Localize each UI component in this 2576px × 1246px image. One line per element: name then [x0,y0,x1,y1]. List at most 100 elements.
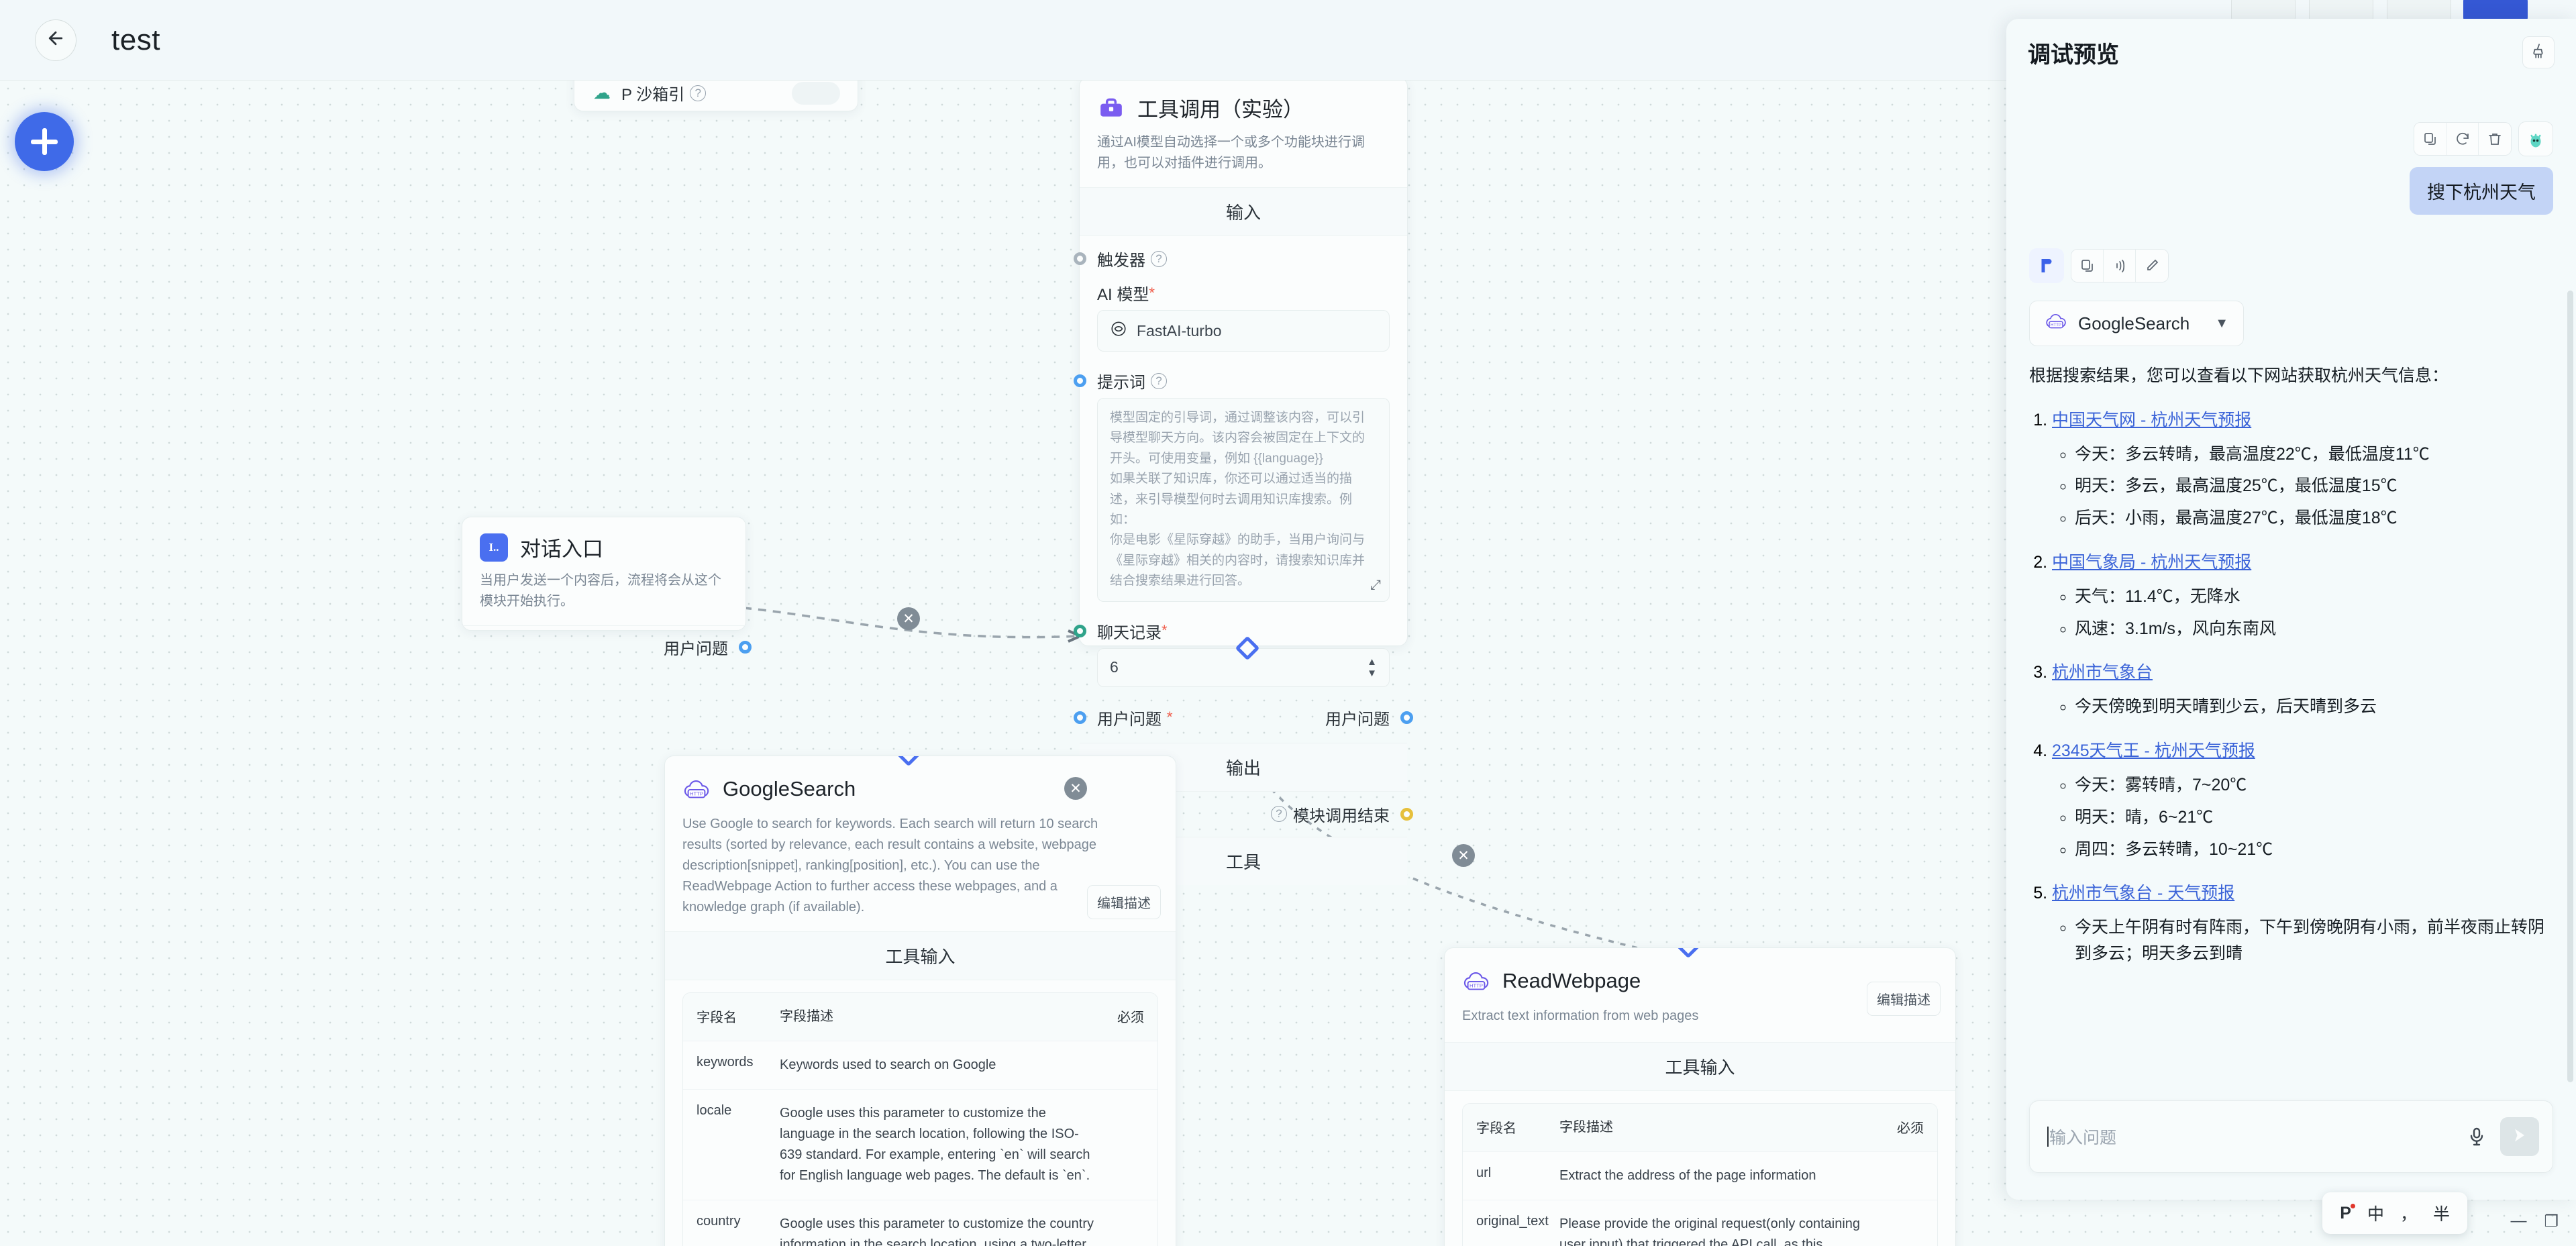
node-tool-call-title: 工具调用（实验） [1137,98,1304,121]
chat-history-value: 6 [1110,658,1119,676]
list-item: 明天：多云，最高温度25℃，最低温度15℃ [2075,473,2553,499]
list-item: 2345天气王 - 杭州天气预报 今天：雾转晴，7~20℃ 明天：晴，6~21℃… [2052,737,2553,862]
list-item: 周四：多云转晴，10~21℃ [2075,837,2553,863]
input-handle-trigger[interactable] [1074,252,1086,265]
list-item: 中国气象局 - 杭州天气预报 天气：11.4℃，无降水 风速：3.1m/s，风向… [2052,549,2553,642]
back-button[interactable] [35,19,76,61]
trash-icon[interactable] [2479,123,2511,155]
node-sandbox-label: P 沙箱引 [621,86,685,104]
openai-icon [1110,320,1127,342]
td-required [1885,1200,1937,1246]
module-finish-label: 模块调用结束 [1293,807,1390,825]
edit-description-button[interactable]: 编辑描述 [1087,885,1161,919]
help-icon[interactable]: ? [690,85,707,101]
th-required: 必须 [1897,1121,1924,1136]
th-field-desc: 字段描述 [780,1009,833,1024]
workflow-canvas[interactable]: ☁ P 沙箱引 ? ✕ ✕ ✕ I.. 对话入口 当用户发送一个内容后，流程将会… [0,81,2576,1246]
ai-model-select[interactable]: FastAI-turbo [1097,310,1390,352]
restore-button[interactable]: ❐ [2544,1212,2559,1231]
list-item: 后天：小雨，最高温度27℃，最低温度18℃ [2075,505,2553,531]
speaker-icon[interactable] [2104,250,2136,282]
node-google-search[interactable]: HTTP GoogleSearch Use Google to search f… [664,756,1176,1246]
node-chat-entry-desc: 当用户发送一个内容后，流程将会从这个模块开始执行。 [480,573,721,609]
read-webpage-input-section: 工具输入 [1445,1042,1955,1091]
node-chat-entry-title: 对话入口 [520,537,603,561]
help-icon[interactable]: ? [1151,372,1167,389]
arrow-left-icon [46,28,66,52]
list-item: 今天上午阴有时有阵雨，下午到傍晚阴有小雨，前半夜雨止转阴到多云；明天多云到晴 [2075,915,2553,967]
edit-icon[interactable] [2136,250,2168,282]
ime-toolbar[interactable]: P 中 ， 半 [2322,1192,2467,1234]
result-link[interactable]: 2345天气王 - 杭州天气预报 [2052,741,2255,760]
node-chat-entry[interactable]: I.. 对话入口 当用户发送一个内容后，流程将会从这个模块开始执行。 用户问题 [462,517,752,658]
text-caret [2047,1127,2049,1147]
toggle-switch[interactable] [792,81,840,105]
node-sandbox-partial[interactable]: ☁ P 沙箱引 ? [574,81,858,111]
required-mark: * [1167,709,1173,726]
result-details: 今天傍晚到明天晴到少云，后天晴到多云 [2052,694,2553,720]
copy-icon[interactable] [2071,250,2104,282]
td-field-desc: Google uses this parameter to customize … [780,1216,1094,1246]
composer-wrap: 输入问题 [2006,1088,2576,1200]
result-link[interactable]: 中国天气网 - 杭州天气预报 [2052,410,2252,429]
th-required: 必须 [1117,1010,1144,1025]
result-link[interactable]: 杭州市气象台 - 天气预报 [2052,884,2235,903]
td-field-desc: Google uses this parameter to customize … [780,1106,1090,1183]
output-handle-finish[interactable] [1400,807,1413,821]
ime-width-button[interactable]: 半 [2432,1205,2450,1224]
chat-input[interactable]: 输入问题 [2047,1125,2461,1149]
node-tool-call[interactable]: 工具调用（实验） 通过AI模型自动选择一个或多个功能块进行调用，也可以对插件进行… [1074,81,1413,885]
ime-mode-button[interactable]: 中 [2367,1205,2384,1224]
prompt-label: 提示词 [1097,374,1145,392]
copy-icon[interactable] [2414,123,2446,155]
list-item: 风速：3.1m/s，风向东南风 [2075,616,2553,642]
ime-punctuation-button[interactable]: ， [2400,1205,2417,1224]
microphone-icon[interactable] [2461,1121,2492,1152]
cloud-icon: ☁ [593,83,611,103]
stepper-arrows[interactable]: ▲ ▼ [1367,656,1377,679]
bot-action-group [2071,249,2169,282]
panel-scrollbar[interactable] [2567,291,2573,1082]
edge-delete-button[interactable]: ✕ [1452,844,1475,867]
chat-composer[interactable]: 输入问题 [2029,1100,2553,1173]
required-mark: * [1162,622,1168,639]
refresh-icon[interactable] [2446,123,2479,155]
node-read-webpage[interactable]: HTTP ReadWebpage Extract text informatio… [1444,947,1956,1246]
expand-icon[interactable]: ⤢ [1370,577,1381,592]
prompt-textarea[interactable]: 模型固定的引导词，通过调整该内容，可以引导模型聊天方向。该内容会被固定在上下文的… [1097,398,1390,602]
edge-delete-button[interactable]: ✕ [897,607,920,630]
edit-description-button[interactable]: 编辑描述 [1867,982,1941,1016]
bot-intro-text: 根据搜索结果，您可以查看以下网站获取杭州天气信息： [2029,366,2449,385]
table-row: url Extract the address of the page info… [1463,1151,1937,1200]
input-handle-chat-history[interactable] [1074,624,1086,637]
td-required [1885,1152,1937,1200]
clear-chat-button[interactable] [2522,36,2555,68]
input-handle-user-question[interactable] [1074,711,1086,724]
send-button[interactable] [2500,1117,2539,1156]
user-message-toolbar [2414,121,2553,156]
add-node-button[interactable] [15,112,74,171]
required-mark: * [1149,284,1155,301]
output-handle-user-question[interactable] [1400,711,1413,724]
input-handle-prompt[interactable] [1074,374,1086,387]
node-read-webpage-title: ReadWebpage [1502,969,1641,992]
chevron-down-icon[interactable]: ▼ [2215,315,2229,331]
send-icon [2510,1126,2529,1148]
result-link[interactable]: 中国气象局 - 杭州天气预报 [2052,552,2252,572]
result-link[interactable]: 杭州市气象台 [2052,663,2153,682]
help-icon[interactable]: ? [1271,806,1287,823]
node-read-webpage-desc: Extract text information from web pages [1462,1008,1699,1023]
th-field-name: 字段名 [1476,1121,1516,1136]
edge-delete-button[interactable]: ✕ [1064,777,1087,800]
read-webpage-field-table: 字段名 字段描述 必须 url Extract the address of t… [1462,1103,1938,1246]
tool-call-chip-googlesearch[interactable]: HTTP GoogleSearch ▼ [2029,301,2245,346]
result-details: 今天：多云转晴，最高温度22℃，最低温度11℃ 明天：多云，最高温度25℃，最低… [2052,442,2553,531]
minimize-button[interactable]: — [2510,1212,2527,1230]
td-field-name: original_text [1476,1214,1549,1229]
result-details: 今天：雾转晴，7~20℃ 明天：晴，6~21℃ 周四：多云转晴，10~21℃ [2052,772,2553,862]
th-field-desc: 字段描述 [1559,1120,1613,1135]
help-icon[interactable]: ? [1151,250,1167,267]
chat-scroll-area[interactable]: 搜下杭州天气 [2006,69,2576,1088]
list-item: 今天傍晚到明天晴到少云，后天晴到多云 [2075,694,2553,720]
output-handle-user-question[interactable] [739,641,752,654]
